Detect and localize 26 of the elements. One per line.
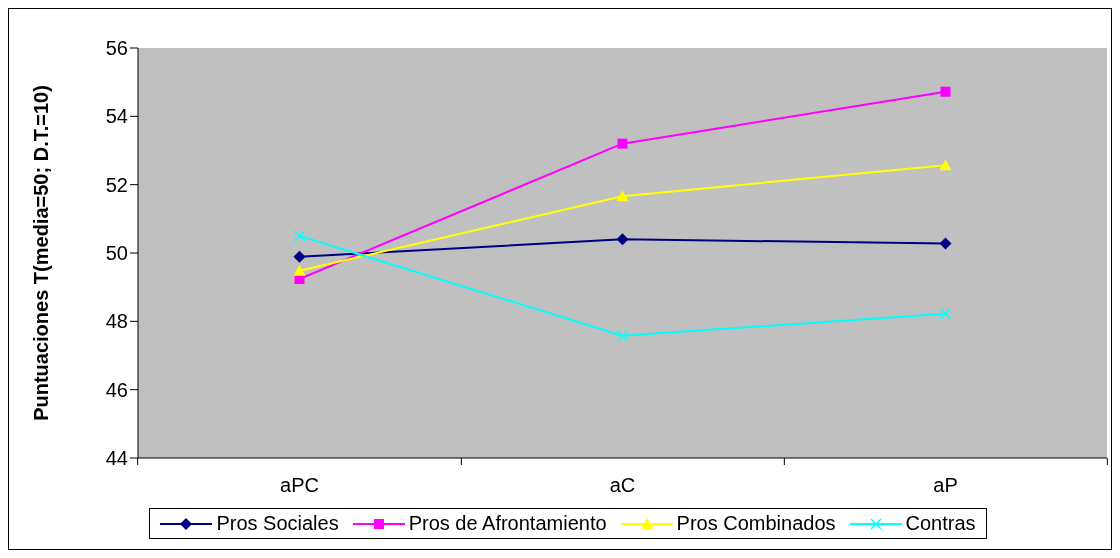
- y-tick-label: 52: [105, 173, 128, 196]
- y-tick-label: 46: [105, 378, 128, 401]
- point: [616, 190, 629, 202]
- legend-label: Contras: [905, 512, 976, 535]
- point: [616, 329, 629, 342]
- point: [293, 250, 306, 263]
- x-tick-label: aP: [933, 474, 958, 496]
- point: [940, 86, 951, 97]
- point: [939, 159, 952, 171]
- y-tick-label: 54: [105, 105, 128, 128]
- point: [939, 308, 952, 320]
- x-tick-label: aC: [609, 474, 636, 496]
- point: [293, 264, 306, 276]
- legend-label: Pros Combinados: [676, 512, 836, 535]
- y-tick-label: 44: [105, 447, 128, 470]
- point: [616, 233, 629, 246]
- point: [939, 237, 952, 250]
- y-tick-label: 56: [105, 37, 128, 60]
- point: [617, 138, 628, 149]
- legend-label: Pros Sociales: [216, 512, 339, 535]
- y-axis-title: Puntuaciones T(media=50; D.T.=10): [30, 85, 53, 421]
- y-tick-label: 48: [105, 310, 128, 333]
- legend-label: Pros de Afrontamiento: [408, 512, 607, 535]
- point: [293, 230, 306, 242]
- y-tick-label: 50: [105, 242, 128, 265]
- x-tick-label: aPC: [280, 474, 319, 496]
